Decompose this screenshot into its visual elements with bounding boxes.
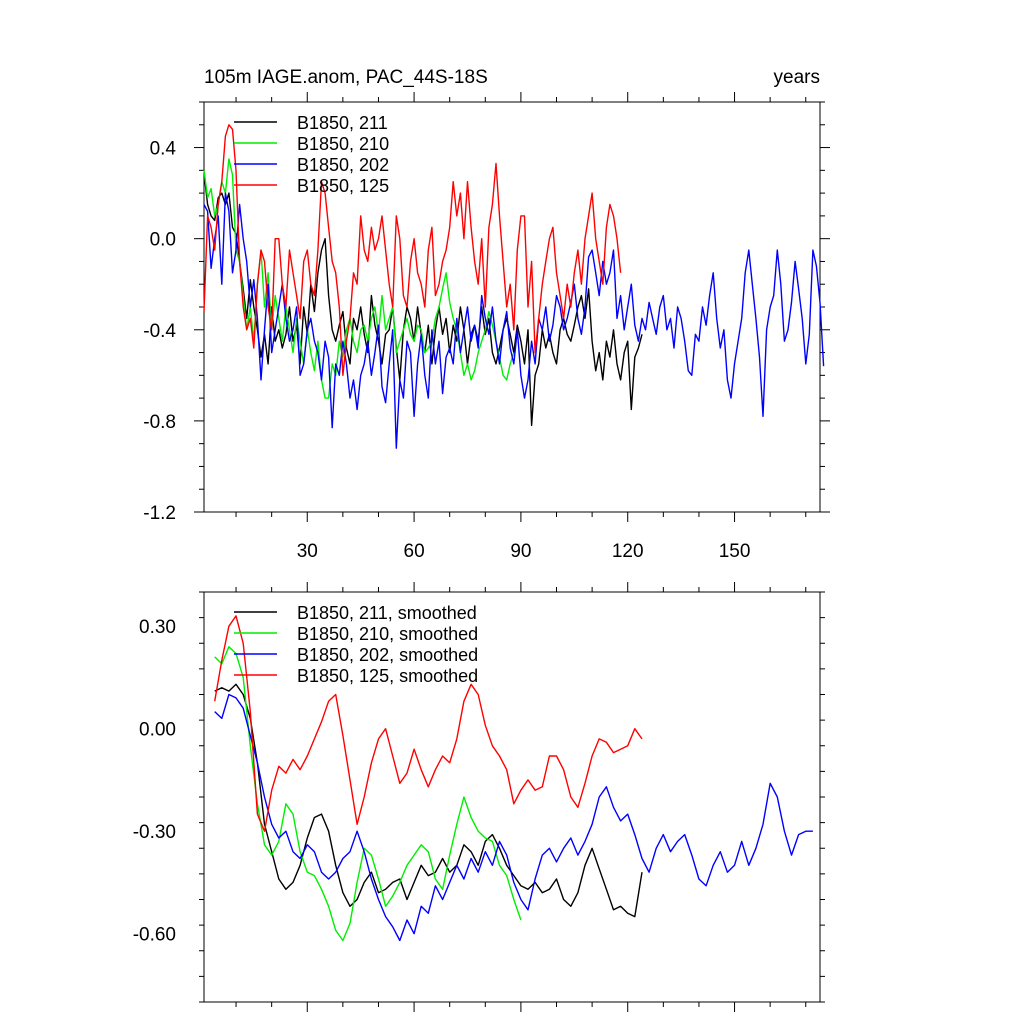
bottom-ticks: 0.30 0.00 -0.30 -0.60 bbox=[133, 582, 825, 1012]
bottom-y-tick-label: -0.60 bbox=[133, 925, 176, 946]
top-y-tick-label: 0.4 bbox=[150, 139, 177, 160]
top-legend-label: B1850, 125 bbox=[297, 176, 389, 196]
top-y-tick-label: -0.4 bbox=[143, 321, 176, 342]
top-legend-label: B1850, 210 bbox=[297, 134, 389, 154]
top-series-line-4 bbox=[203, 124, 622, 376]
top-ticks: 30 60 90 120 150 0.4 0.0 -0.4 -0.8 -1.2 bbox=[143, 92, 830, 562]
bottom-legend-label: B1850, 210, smoothed bbox=[297, 624, 478, 644]
top-y-tick-label: -1.2 bbox=[143, 503, 176, 524]
top-chart-units: years bbox=[774, 67, 820, 88]
bottom-legend-label: B1850, 202, smoothed bbox=[297, 645, 478, 665]
bottom-y-tick-label: 0.00 bbox=[139, 720, 176, 741]
top-y-tick-label: 0.0 bbox=[150, 230, 176, 251]
top-panel: 105m IAGE.anom, PAC_44S-18S years 30 60 90… bbox=[143, 67, 830, 562]
top-x-tick-label: 60 bbox=[404, 541, 425, 562]
bottom-series-line-1 bbox=[214, 683, 643, 918]
top-x-tick-label: 90 bbox=[510, 541, 531, 562]
bottom-panel: 0.300.00-0.30-0.60 B1850, 211, smoothedB… bbox=[133, 582, 825, 1012]
bottom-series-line-2 bbox=[214, 646, 522, 942]
bottom-y-tick-label: 0.30 bbox=[139, 617, 176, 638]
bottom-series-line-4 bbox=[214, 615, 643, 832]
bottom-y-tick-label: -0.30 bbox=[133, 822, 176, 843]
top-y-tick-label: -0.8 bbox=[143, 412, 176, 433]
bottom-legend-label: B1850, 125, smoothed bbox=[297, 666, 478, 686]
top-series-group bbox=[203, 124, 825, 449]
top-x-tick-label: 30 bbox=[297, 541, 318, 562]
top-chart-title: 105m IAGE.anom, PAC_44S-18S bbox=[204, 67, 488, 88]
bottom-series-line-3 bbox=[214, 693, 813, 942]
bottom-legend-label: B1850, 211, smoothed bbox=[297, 603, 477, 623]
bottom-series-group bbox=[214, 615, 813, 942]
top-x-tick-label: 150 bbox=[719, 541, 751, 562]
top-x-tick-label: 120 bbox=[612, 541, 644, 562]
top-legend-label: B1850, 202 bbox=[297, 155, 389, 175]
top-series-line-3 bbox=[203, 192, 825, 449]
top-legend-label: B1850, 211 bbox=[297, 113, 388, 133]
